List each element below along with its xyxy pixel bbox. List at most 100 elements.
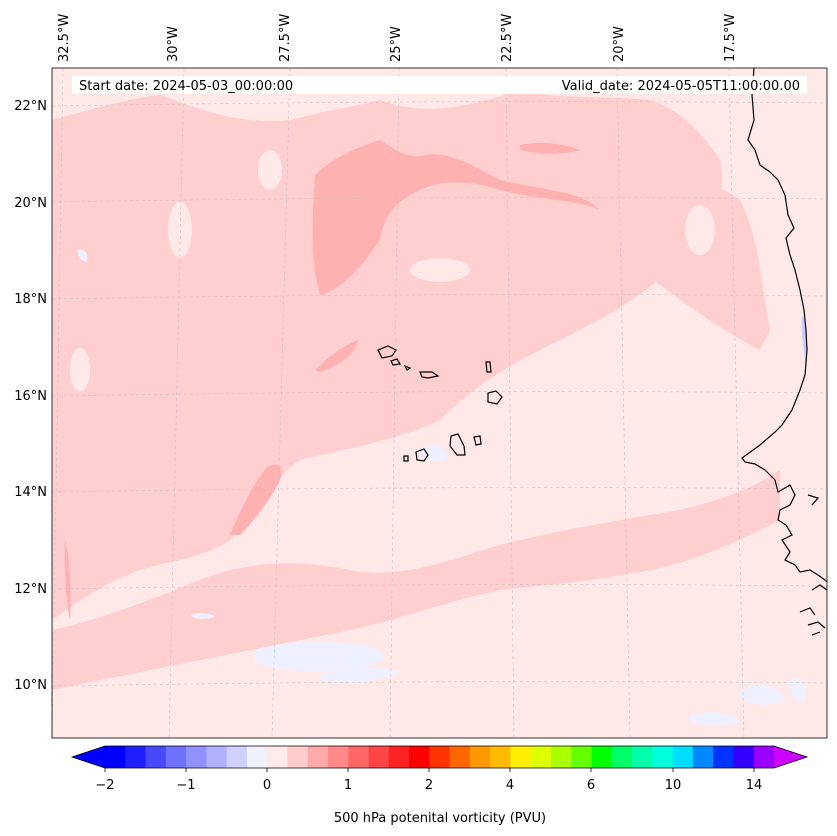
pv-pale-patch (168, 202, 192, 258)
lon-label: 30°W (166, 26, 181, 62)
colorbar-tick-label: 14 (746, 778, 763, 793)
colorbar: −2 −1 0 1 2 4 6 10 14 500 hPa potenital … (70, 745, 809, 826)
island-boa-vista (487, 390, 503, 405)
colorbar-cell (348, 746, 369, 768)
colorbar-cell (510, 746, 532, 768)
lat-label: 18°N (14, 292, 47, 307)
colorbar-tick-label: 4 (506, 778, 514, 793)
colorbar-cell (186, 746, 207, 768)
island-sao-nicolau (419, 371, 440, 379)
colorbar-cell (672, 746, 694, 768)
pv-negative-patch (190, 613, 215, 620)
colorbar-cell (753, 746, 775, 768)
colorbar-cells (105, 746, 775, 768)
colorbar-cell (307, 746, 329, 768)
pv-negative-patch (320, 668, 400, 682)
lat-label: 22°N (14, 99, 47, 114)
graticule (51, 67, 828, 739)
island-santiago (449, 433, 466, 456)
colorbar-tick-label: −1 (176, 778, 195, 793)
colorbar-cell (733, 746, 755, 768)
colorbar-cell (571, 746, 592, 768)
island-sal (485, 361, 492, 373)
lon-label: 32.5°W (57, 14, 72, 62)
island-santa-luzia (403, 364, 412, 371)
colorbar-under-triangle (72, 746, 105, 768)
map-panel: Start date: 2024-05-03_00:00:00 Valid_da… (51, 67, 828, 739)
colorbar-cell (611, 746, 633, 768)
start-date-label: Start date: 2024-05-03_00:00:00 (79, 79, 293, 94)
pv-pale-patch (302, 482, 338, 498)
colorbar-over-triangle (774, 746, 807, 768)
colorbar-cell (490, 746, 511, 768)
lon-label: 27.5°W (278, 14, 293, 62)
pv-light-east (560, 130, 770, 350)
pv-pale-patch (70, 348, 90, 392)
lat-label: 16°N (14, 389, 47, 404)
colorbar-cell (632, 746, 653, 768)
lat-label: 20°N (14, 196, 47, 211)
colorbar-cell (449, 746, 471, 768)
pv-medium-patch-ne (520, 142, 580, 154)
colorbar-cell (652, 746, 674, 768)
colorbar-cell (692, 746, 714, 768)
pv-pale-patch (258, 150, 282, 190)
longitude-labels: 32.5°W 30°W 27.5°W 25°W 22.5°W 20°W 17.5… (57, 14, 738, 62)
colorbar-tick-label: 2 (425, 778, 433, 793)
island-brava (403, 455, 409, 462)
colorbar-tick-label: 1 (344, 778, 352, 793)
pv-medium-patch-north (312, 140, 600, 295)
colorbar-cell (105, 746, 126, 768)
lon-label: 20°W (612, 26, 627, 62)
colorbar-cell (388, 746, 410, 768)
colorbar-cell (551, 746, 572, 768)
map-frame (51, 67, 828, 739)
island-maio (473, 435, 482, 446)
colorbar-cell (125, 746, 146, 768)
header-strip (72, 76, 807, 94)
coast-detail (799, 584, 828, 636)
pv-medium-patch-mid (315, 340, 358, 372)
colorbar-tick-label: 0 (263, 778, 271, 793)
latitude-labels: 22°N 20°N 18°N 16°N 14°N 12°N 10°N (14, 99, 47, 693)
africa-coastline (741, 67, 828, 583)
lon-label: 22.5°W (500, 14, 515, 62)
pv-negative-patch (790, 678, 807, 702)
colorbar-cell (145, 746, 167, 768)
colorbar-title: 500 hPa potenital vorticity (PVU) (334, 811, 546, 826)
colorbar-cell (206, 746, 228, 768)
pv-light-field-south (52, 470, 780, 690)
colorbar-cell (226, 746, 248, 768)
valid-date-label: Valid_date: 2024-05-05T11:00:00.00 (562, 79, 800, 94)
island-fogo (415, 448, 429, 462)
colorbar-cell (246, 746, 268, 768)
colorbar-ticks (104, 768, 755, 772)
colorbar-cell (713, 746, 734, 768)
lat-label: 12°N (14, 582, 47, 597)
pv-pale-patch (685, 205, 715, 255)
pv-negative-patch (690, 712, 740, 726)
lat-label: 10°N (14, 678, 47, 693)
lat-label: 14°N (14, 485, 47, 500)
pv-negative-patch (740, 684, 785, 705)
colorbar-cell (165, 746, 187, 768)
colorbar-cell (429, 746, 451, 768)
pv-negative-patch (77, 249, 88, 262)
island-sao-vicente (390, 358, 401, 366)
colorbar-cell (469, 746, 491, 768)
colorbar-cell (287, 746, 309, 768)
colorbar-tick-labels: −2 −1 0 1 2 4 6 10 14 (95, 778, 762, 793)
island-santo-antao (377, 345, 397, 359)
colorbar-cell (530, 746, 552, 768)
colorbar-cell (409, 746, 430, 768)
colorbar-tick-label: −2 (95, 778, 114, 793)
lon-label: 17.5°W (723, 14, 738, 62)
pv-negative-patch (255, 641, 385, 672)
colorbar-tick-label: 10 (665, 778, 682, 793)
colorbar-cell (267, 746, 288, 768)
colorbar-tick-label: 6 (587, 778, 595, 793)
colorbar-cell (368, 746, 390, 768)
colorbar-cell (328, 746, 349, 768)
colorbar-cell (591, 746, 613, 768)
